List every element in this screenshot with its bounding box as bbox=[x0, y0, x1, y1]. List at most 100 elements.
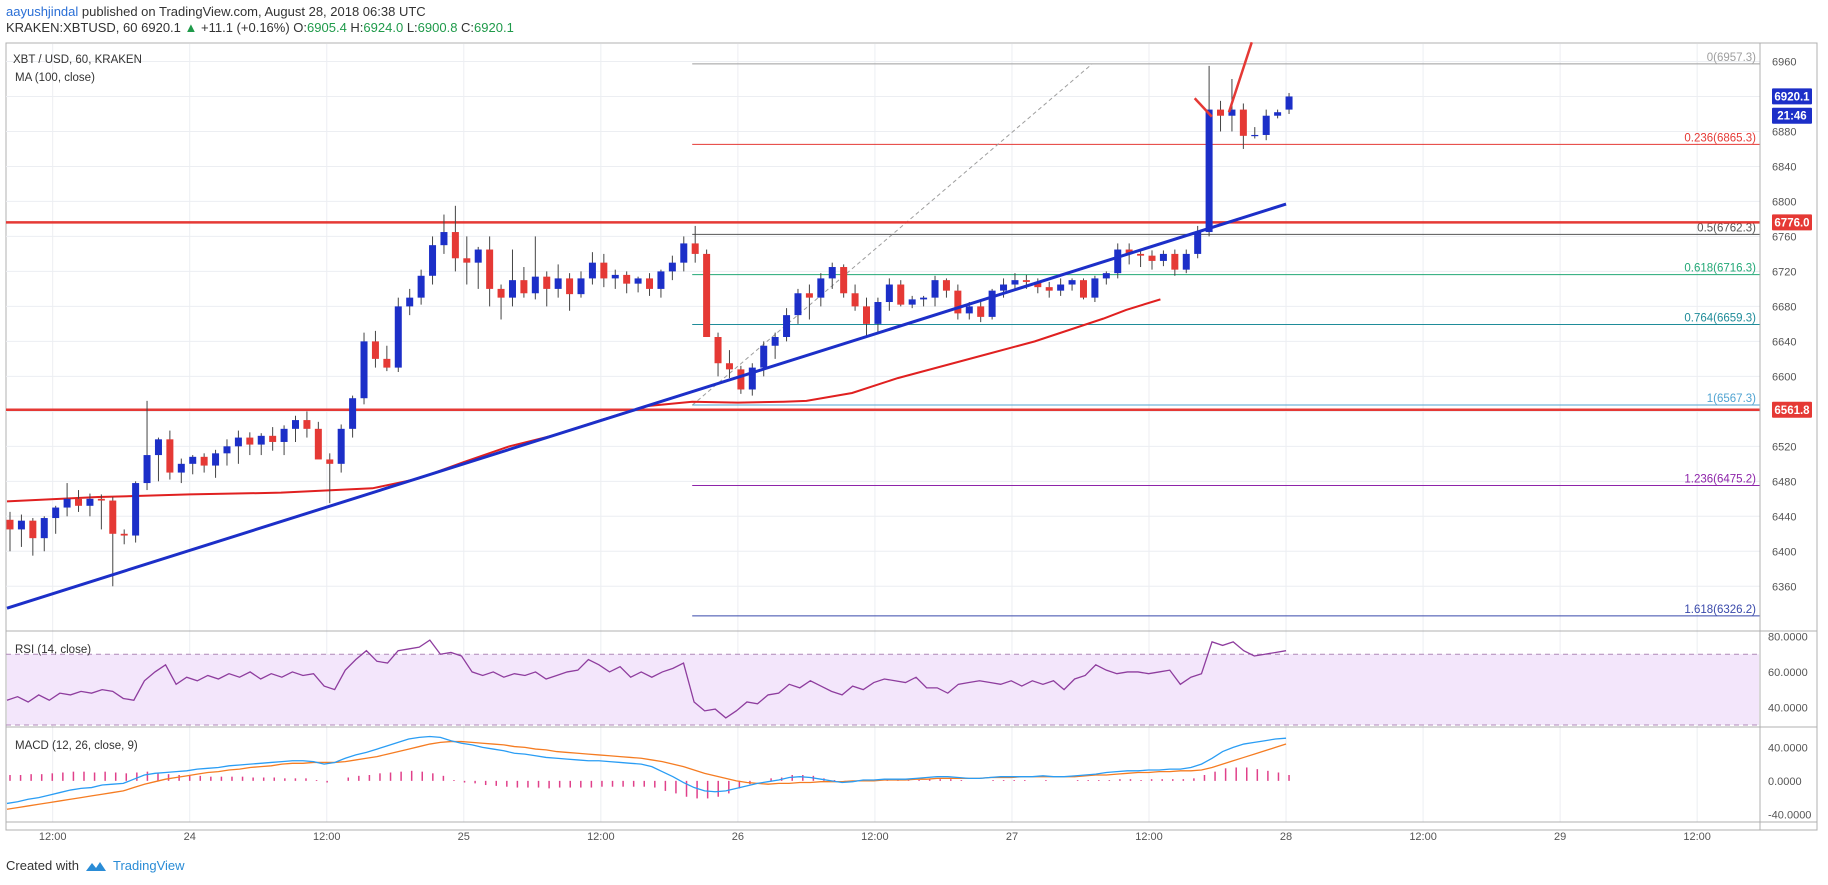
macd-tick-label: 0.0000 bbox=[1768, 776, 1802, 788]
candle-bearish bbox=[600, 262, 608, 279]
footer: Created with TradingView bbox=[6, 858, 185, 873]
candle-bullish bbox=[931, 280, 939, 298]
price-panel bbox=[6, 41, 1760, 610]
candle-bearish bbox=[737, 369, 745, 390]
candle-bullish bbox=[1159, 253, 1167, 261]
change-text: +11.1 (+0.16%) bbox=[201, 20, 290, 35]
close-label: C: bbox=[461, 20, 475, 35]
candle-bullish bbox=[280, 428, 288, 442]
candle-bearish bbox=[463, 258, 471, 263]
candle-bearish bbox=[1137, 253, 1145, 256]
x-tick-label: 12:00 bbox=[587, 831, 615, 843]
candle-bullish bbox=[52, 507, 60, 519]
candle-bullish bbox=[965, 306, 973, 314]
y-tick-label: 6800 bbox=[1772, 196, 1796, 208]
candle-bullish bbox=[771, 337, 779, 346]
fib-level-label: 1.618(6326.2) bbox=[1684, 604, 1756, 616]
candle-bullish bbox=[132, 483, 140, 536]
fib-diagonal-line bbox=[691, 63, 1093, 406]
x-tick-label: 24 bbox=[184, 831, 196, 843]
candle-bearish bbox=[29, 520, 37, 539]
candle-bullish bbox=[1285, 96, 1293, 110]
projection-stroke bbox=[1227, 41, 1253, 113]
candle-bearish bbox=[942, 280, 950, 291]
y-tick-label: 6960 bbox=[1772, 56, 1796, 68]
candle-bullish bbox=[554, 278, 562, 289]
candle-bearish bbox=[691, 243, 699, 254]
fib-level-label: 0.236(6865.3) bbox=[1684, 132, 1756, 144]
x-tick-label: 25 bbox=[458, 831, 470, 843]
candle-bearish bbox=[805, 293, 813, 298]
x-tick-label: 28 bbox=[1280, 831, 1292, 843]
fib-level-label: 1(6567.3) bbox=[1707, 393, 1756, 405]
candle-bullish bbox=[885, 284, 893, 303]
y-tick-label: 6480 bbox=[1772, 476, 1796, 488]
symbol-text: KRAKEN:XBTUSD, 60 bbox=[6, 20, 138, 35]
macd-tick-label: -40.0000 bbox=[1768, 809, 1811, 821]
candle-bullish bbox=[1091, 278, 1099, 298]
candle-bullish bbox=[474, 249, 482, 263]
candle-bearish bbox=[1045, 287, 1053, 291]
rsi-tick-label: 40.0000 bbox=[1768, 702, 1808, 714]
candle-bullish bbox=[760, 345, 768, 368]
last-price: 6920.1 bbox=[141, 20, 181, 35]
candle-bearish bbox=[1079, 280, 1087, 298]
candle-bearish bbox=[6, 519, 14, 530]
candle-bullish bbox=[817, 278, 825, 298]
price-tag bbox=[1772, 107, 1812, 124]
rsi-tick-label: 80.0000 bbox=[1768, 632, 1808, 644]
candle-bullish bbox=[154, 439, 162, 456]
candle-bullish bbox=[1068, 280, 1076, 285]
candle-bearish bbox=[200, 456, 208, 466]
author-link[interactable]: aayushjindal bbox=[6, 4, 79, 19]
y-tick-label: 6440 bbox=[1772, 511, 1796, 523]
low-value: 6900.8 bbox=[417, 20, 458, 35]
x-tick-label: 12:00 bbox=[39, 831, 67, 843]
candle-bearish bbox=[497, 288, 505, 298]
high-value: 6924.0 bbox=[363, 20, 404, 35]
candle-bullish bbox=[1205, 109, 1213, 233]
price-tag bbox=[1772, 214, 1812, 231]
fib-level-label: 0.618(6716.3) bbox=[1684, 263, 1756, 275]
macd-label: MACD (12, 26, close, 9) bbox=[15, 740, 138, 752]
candle-bearish bbox=[97, 498, 105, 501]
y-tick-label: 6720 bbox=[1772, 266, 1796, 278]
candle-bullish bbox=[1194, 232, 1202, 254]
created-with-text: Created with bbox=[6, 858, 79, 873]
candle-bullish bbox=[212, 453, 220, 466]
x-tick-label: 12:00 bbox=[1683, 831, 1711, 843]
candle-bullish bbox=[143, 455, 151, 484]
candle-bullish bbox=[417, 275, 425, 298]
candle-bullish bbox=[577, 278, 585, 295]
macd-signal-line bbox=[6, 740, 1287, 810]
price-tag bbox=[1772, 401, 1812, 418]
y-tick-label: 6400 bbox=[1772, 546, 1796, 558]
candle-bearish bbox=[486, 249, 494, 289]
candle-bullish bbox=[920, 297, 928, 300]
candle-bullish bbox=[360, 341, 368, 399]
candle-bearish bbox=[566, 278, 574, 295]
close-value: 6920.1 bbox=[474, 20, 514, 35]
candle-bullish bbox=[1274, 112, 1282, 116]
candle-bearish bbox=[75, 498, 83, 506]
axes: 12:00 24 12:00 25 12:00 26 12:00 27 12:00 28 12:00… bbox=[6, 43, 1817, 843]
candle-bearish bbox=[1171, 253, 1179, 270]
x-tick-label: 26 bbox=[732, 831, 744, 843]
candle-bullish bbox=[1000, 284, 1008, 291]
candle-bearish bbox=[109, 500, 117, 534]
tradingview-link[interactable]: TradingView bbox=[112, 858, 185, 873]
rsi-band bbox=[7, 654, 1759, 725]
y-tick-label: 6640 bbox=[1772, 336, 1796, 348]
x-tick-label: 12:00 bbox=[1135, 831, 1163, 843]
candle-bearish bbox=[851, 293, 859, 307]
candle-bullish bbox=[1114, 249, 1122, 274]
x-tick-label: 12:00 bbox=[313, 831, 341, 843]
candle-bearish bbox=[840, 267, 848, 294]
candle-bearish bbox=[714, 337, 722, 364]
projection-stroke bbox=[1193, 97, 1213, 118]
fib-level-label: 0.5(6762.3) bbox=[1697, 222, 1756, 234]
candle-bearish bbox=[725, 363, 733, 370]
ma-100-line bbox=[6, 298, 1161, 503]
candle-bullish bbox=[508, 280, 516, 298]
